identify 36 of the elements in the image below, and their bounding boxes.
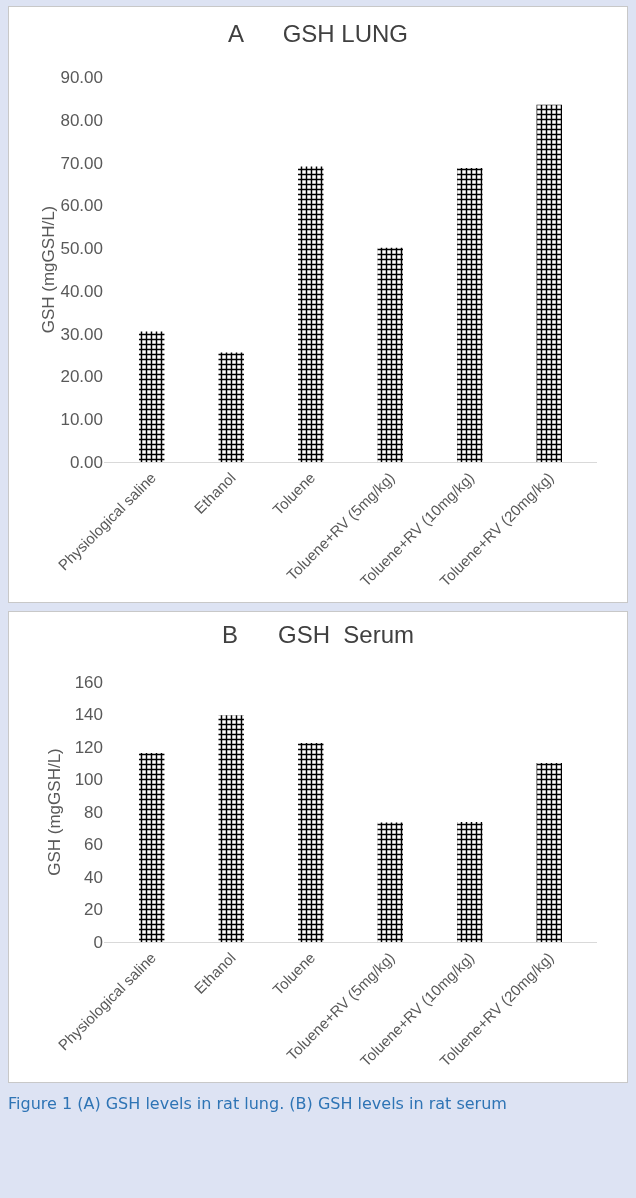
y-tick-label: 40	[84, 867, 103, 887]
y-tick-label: 120	[74, 737, 103, 757]
chart-title: A GSH LUNG	[227, 19, 409, 47]
y-tick-label: 80	[84, 802, 103, 822]
y-tick-label: 10.00	[60, 410, 103, 430]
y-tick-label: 50.00	[60, 239, 103, 259]
y-tick-label: 60.00	[60, 196, 103, 216]
chart-title: B GSH Serum	[221, 620, 415, 648]
bar	[457, 168, 483, 462]
y-tick-label: 20.00	[60, 367, 103, 387]
y-tick-label: 70.00	[60, 153, 103, 173]
y-tick-label: 30.00	[60, 324, 103, 344]
bar	[536, 104, 563, 462]
bar	[138, 331, 165, 462]
y-tick-label: 40.00	[60, 281, 103, 301]
y-tick-label: 140	[74, 705, 103, 725]
bar	[218, 352, 244, 462]
bar	[377, 822, 403, 942]
y-tick-label: 100	[74, 770, 103, 790]
y-tick-label: 20	[84, 900, 103, 920]
y-tick-label: 0	[93, 932, 103, 952]
bar	[298, 743, 324, 942]
bar	[536, 762, 563, 942]
bar	[457, 821, 483, 942]
bar	[138, 753, 165, 942]
y-tick-label: 60	[84, 835, 103, 855]
bar	[298, 166, 324, 462]
bar	[218, 715, 244, 942]
y-axis-title: GSH (mgGSH/L)	[39, 205, 59, 334]
y-tick-label: 160	[74, 672, 103, 692]
bar	[377, 247, 403, 462]
y-tick-label: 0.00	[69, 452, 103, 472]
y-tick-label: 90.00	[60, 67, 103, 87]
caption: Figure 1 (A) GSH levels in rat lung. (B) GSH levels in rat serum	[7, 1093, 508, 1115]
y-axis-title: GSH (mgGSH/L)	[45, 748, 64, 876]
y-tick-label: 80.00	[60, 110, 103, 130]
